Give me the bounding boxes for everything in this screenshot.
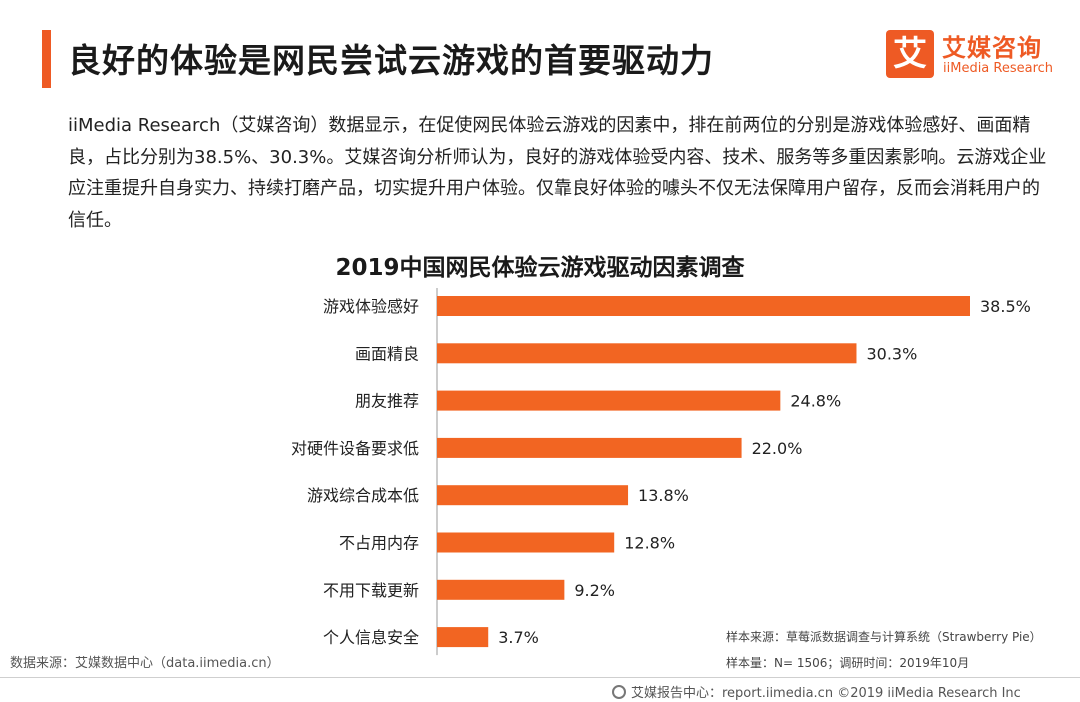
sample-source: 样本来源：草莓派数据调查与计算系统（Strawberry Pie） (726, 630, 1042, 644)
category-label: 游戏体验感好 (323, 297, 419, 316)
footer: 艾媒报告中心：report.iimedia.cn ©2019 iiMedia R… (612, 682, 1021, 701)
category-label: 对硬件设备要求低 (291, 439, 419, 458)
page-title: 良好的体验是网民尝试云游戏的首要驱动力 (68, 41, 714, 80)
logo-name-cn: 艾媒咨询 (942, 34, 1042, 62)
bar (437, 390, 781, 411)
logo-mark: 艾 (886, 30, 934, 78)
value-label: 22.0% (752, 439, 803, 458)
bar (437, 343, 857, 364)
category-label: 个人信息安全 (323, 628, 419, 647)
intro-paragraph: iiMedia Research（艾媒咨询）数据显示，在促使网民体验云游戏的因素… (68, 115, 1047, 231)
category-label: 不用下载更新 (323, 581, 419, 600)
title-accent-bar (42, 30, 51, 88)
value-label: 13.8% (638, 486, 689, 505)
value-label: 3.7% (498, 628, 539, 647)
sample-size: 样本量：N= 1506；调研时间：2019年10月 (726, 656, 970, 670)
bar (437, 627, 489, 648)
value-label: 30.3% (866, 344, 917, 363)
footer-divider (0, 677, 1080, 678)
bar (437, 579, 565, 600)
category-label: 朋友推荐 (355, 392, 419, 411)
bar (437, 296, 970, 316)
category-label: 画面精良 (355, 344, 419, 363)
value-label: 9.2% (574, 581, 615, 600)
value-label: 12.8% (624, 534, 675, 553)
bar (437, 437, 742, 458)
data-source: 数据来源：艾媒数据中心（data.iimedia.cn） (10, 656, 280, 671)
chart-title: 2019中国网民体验云游戏驱动因素调查 (335, 255, 745, 281)
category-label: 游戏综合成本低 (307, 486, 419, 505)
bar-chart: 游戏体验感好 38.5% 画面精良 30.3% 朋友推荐 24.8% 对硬件设备要求低 22.… (291, 288, 1031, 656)
brand-logo: 艾 艾媒咨询 iiMedia Research (886, 30, 1058, 80)
value-label: 24.8% (790, 392, 841, 411)
logo-name-en: iiMedia Research (943, 61, 1054, 76)
bar (437, 532, 615, 553)
bar (437, 485, 629, 506)
footer-text: 艾媒报告中心：report.iimedia.cn ©2019 iiMedia R… (631, 686, 1021, 701)
value-label: 38.5% (980, 297, 1031, 316)
report-center-icon (612, 685, 626, 699)
category-label: 不占用内存 (339, 534, 419, 553)
